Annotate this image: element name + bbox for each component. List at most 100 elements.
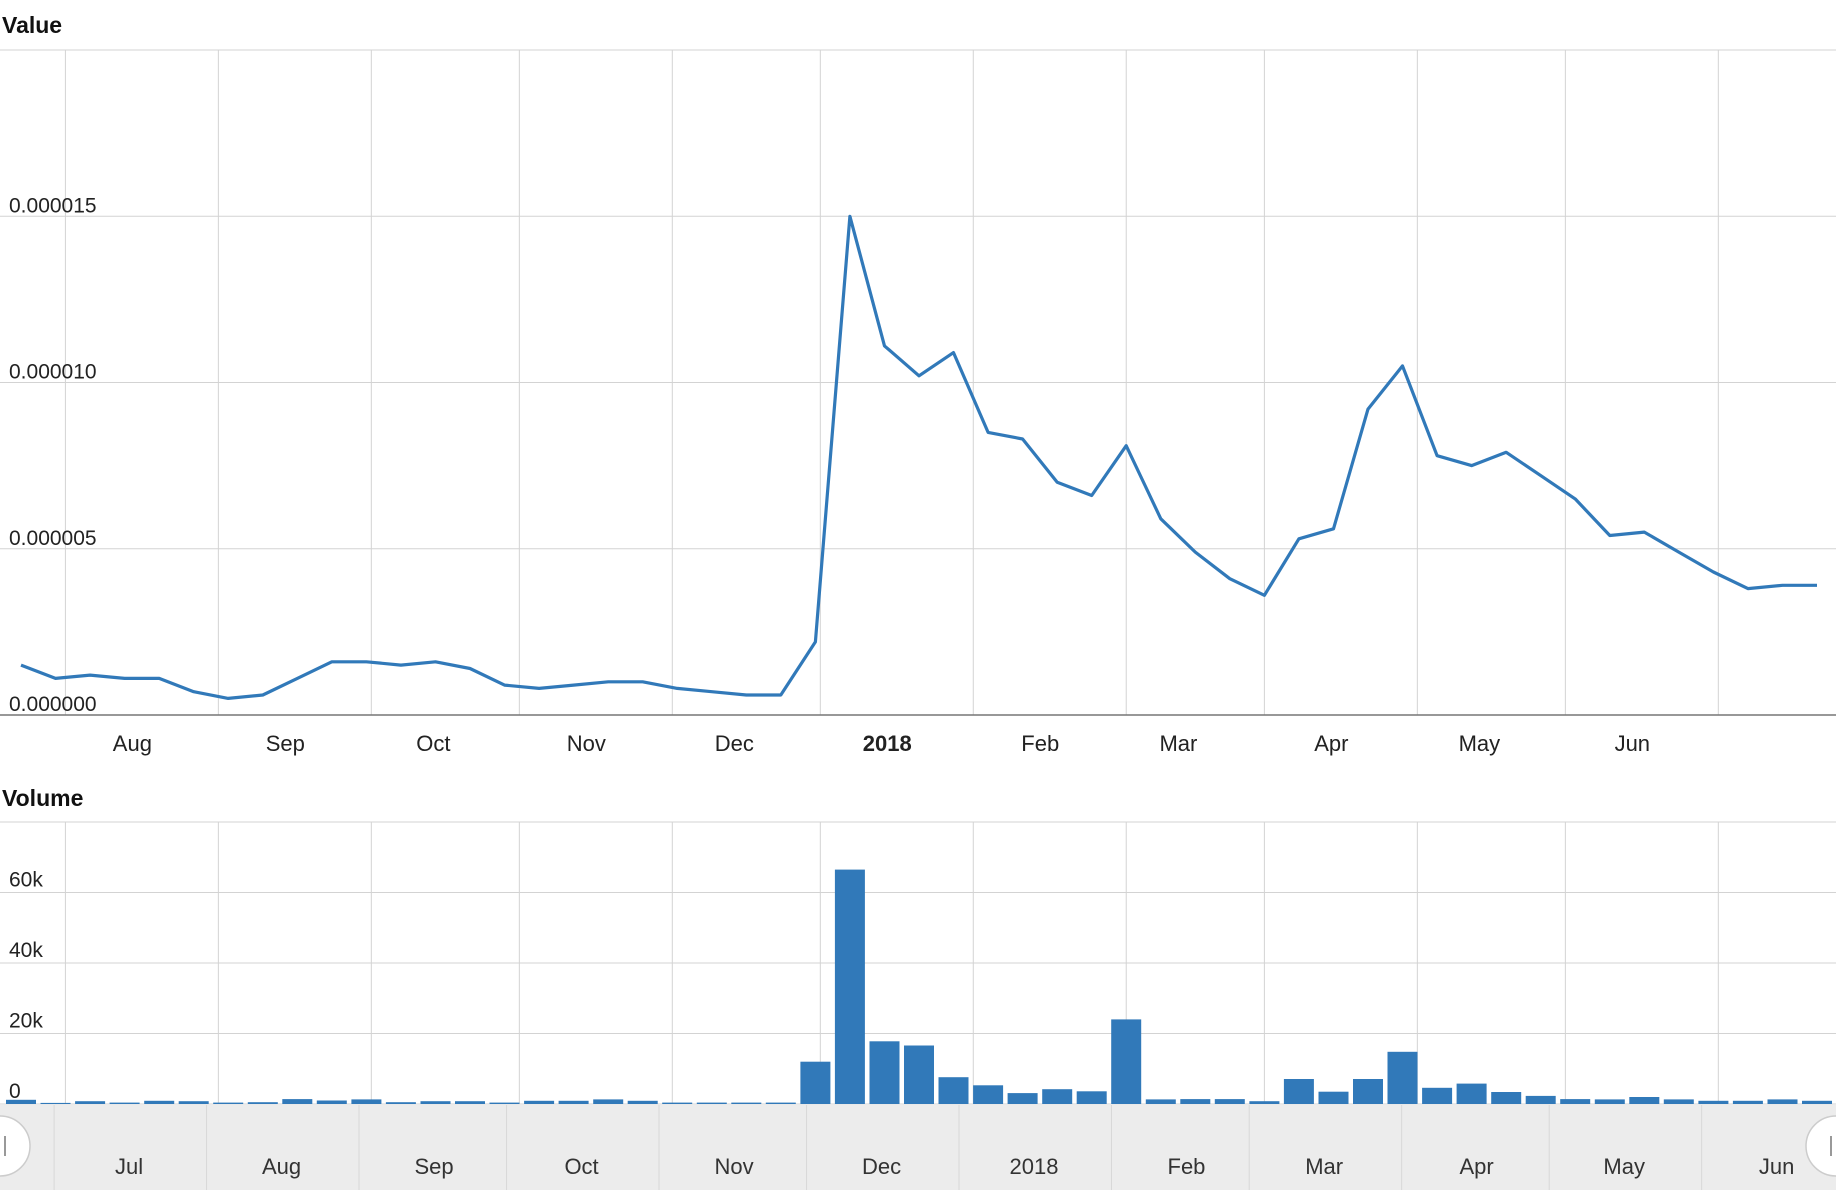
- volume-bar: [1456, 1083, 1487, 1104]
- value-x-tick-label: 2018: [863, 731, 912, 756]
- value-y-tick-label: 0.000010: [9, 361, 97, 384]
- volume-bar: [1180, 1099, 1211, 1104]
- volume-bar: [1353, 1079, 1383, 1104]
- volume-bar: [731, 1102, 762, 1104]
- volume-y-tick-label: 40k: [9, 939, 43, 962]
- volume-bar: [420, 1101, 451, 1104]
- navigator-tick-label: Feb: [1168, 1154, 1206, 1179]
- value-panel: Value 0.000000 0.000005 0.000010 0.000015 J…: [0, 12, 1836, 756]
- volume-bar: [1145, 1099, 1176, 1104]
- volume-bar: [1076, 1091, 1107, 1104]
- value-gridlines: [0, 49, 1836, 715]
- volume-bar: [800, 1061, 831, 1104]
- navigator-tick-label: Sep: [414, 1154, 453, 1179]
- volume-y-tick-label: 60k: [9, 869, 43, 892]
- volume-bar: [1214, 1099, 1245, 1104]
- volume-bar: [869, 1041, 900, 1104]
- volume-bar: [316, 1100, 347, 1104]
- value-x-tick-label: Nov: [567, 731, 606, 756]
- navigator-tick-label: Nov: [714, 1154, 753, 1179]
- volume-bar: [558, 1100, 589, 1104]
- volume-bar: [6, 1099, 36, 1104]
- value-x-tick-label: Jun: [1615, 731, 1650, 756]
- value-x-tick-label: Apr: [1314, 731, 1348, 756]
- volume-bar: [213, 1102, 244, 1104]
- volume-bar: [834, 869, 865, 1104]
- value-x-tick-label: Oct: [416, 731, 450, 756]
- volume-bar: [351, 1099, 382, 1104]
- navigator-background: [0, 1105, 1836, 1190]
- volume-bar: [696, 1102, 727, 1104]
- volume-bar: [1283, 1079, 1314, 1104]
- volume-bar: [662, 1102, 693, 1104]
- volume-y-tick-label: 20k: [9, 1010, 43, 1033]
- volume-bar: [247, 1102, 278, 1104]
- volume-bar: [455, 1101, 485, 1104]
- value-x-tick-label: May: [1459, 731, 1501, 756]
- volume-bar: [593, 1099, 624, 1104]
- navigator-tick-label: Oct: [564, 1154, 598, 1179]
- navigator-tick-label: 2018: [1010, 1154, 1059, 1179]
- value-y-tick-label: 0.000005: [9, 527, 97, 550]
- volume-bar: [1007, 1093, 1038, 1104]
- volume-bar: [1249, 1101, 1280, 1104]
- volume-bar: [282, 1099, 313, 1104]
- volume-bar: [1525, 1095, 1556, 1104]
- navigator-tick-label: Mar: [1305, 1154, 1343, 1179]
- volume-bar: [75, 1101, 106, 1104]
- value-x-tick-label: Dec: [715, 731, 754, 756]
- value-x-tick-label: Mar: [1159, 731, 1197, 756]
- volume-bar: [1560, 1099, 1591, 1104]
- volume-bar: [40, 1102, 71, 1104]
- volume-bar: [1663, 1099, 1694, 1104]
- volume-y-axis: 0 20k 40k 60k: [9, 869, 43, 1104]
- value-y-tick-label: 0.000015: [9, 194, 97, 217]
- volume-bar: [1594, 1099, 1625, 1104]
- volume-bar: [178, 1101, 209, 1104]
- value-y-axis: 0.000000 0.000005 0.000010 0.000015: [9, 194, 97, 716]
- value-x-tick-label: Aug: [113, 731, 152, 756]
- volume-bar: [1318, 1091, 1349, 1104]
- volume-bar: [1422, 1087, 1453, 1104]
- value-panel-title: Value: [2, 12, 62, 38]
- volume-bar: [489, 1102, 520, 1104]
- navigator-right-handle[interactable]: [1805, 1115, 1836, 1177]
- navigator-axis: Jul Aug Sep Oct Nov Dec 2018 Feb Mar Apr May Jun: [53, 1105, 1794, 1190]
- volume-bar: [1802, 1100, 1832, 1104]
- volume-bar: [627, 1100, 658, 1104]
- volume-panel: Volume 0 20k 40k 60k: [0, 785, 1836, 1105]
- volume-bar: [1698, 1100, 1729, 1104]
- value-x-tick-label: Sep: [266, 731, 305, 756]
- volume-bar: [765, 1102, 796, 1104]
- volume-bar: [938, 1077, 969, 1104]
- navigator-tick-label: Dec: [862, 1154, 901, 1179]
- navigator[interactable]: Jul Aug Sep Oct Nov Dec 2018 Feb Mar Apr May Jun: [0, 1105, 1836, 1190]
- volume-bar: [524, 1100, 555, 1104]
- volume-bar: [1629, 1097, 1660, 1104]
- navigator-tick-label: May: [1603, 1154, 1645, 1179]
- volume-bar: [904, 1045, 934, 1104]
- volume-bar: [1042, 1089, 1073, 1104]
- volume-bar: [1732, 1100, 1763, 1104]
- navigator-tick-label: Apr: [1460, 1154, 1494, 1179]
- volume-bar: [1387, 1051, 1418, 1104]
- value-x-tick-label: Feb: [1021, 731, 1059, 756]
- navigator-tick-label: Jun: [1759, 1154, 1794, 1179]
- volume-bar: [385, 1102, 416, 1104]
- volume-bar: [1111, 1019, 1142, 1104]
- volume-bar: [973, 1085, 1004, 1104]
- navigator-left-handle[interactable]: [0, 1115, 31, 1177]
- volume-panel-title: Volume: [2, 785, 83, 811]
- volume-bar: [1767, 1099, 1798, 1104]
- volume-bar: [144, 1100, 175, 1104]
- value-y-tick-label: 0.000000: [9, 693, 97, 716]
- value-line: [20, 214, 1817, 700]
- value-series: [20, 214, 1817, 700]
- volume-bar: [109, 1102, 140, 1104]
- navigator-tick-label: Aug: [262, 1154, 301, 1179]
- volume-bar: [1491, 1092, 1522, 1104]
- navigator-tick-label: Jul: [115, 1154, 143, 1179]
- volume-y-tick-label: 0: [9, 1080, 21, 1103]
